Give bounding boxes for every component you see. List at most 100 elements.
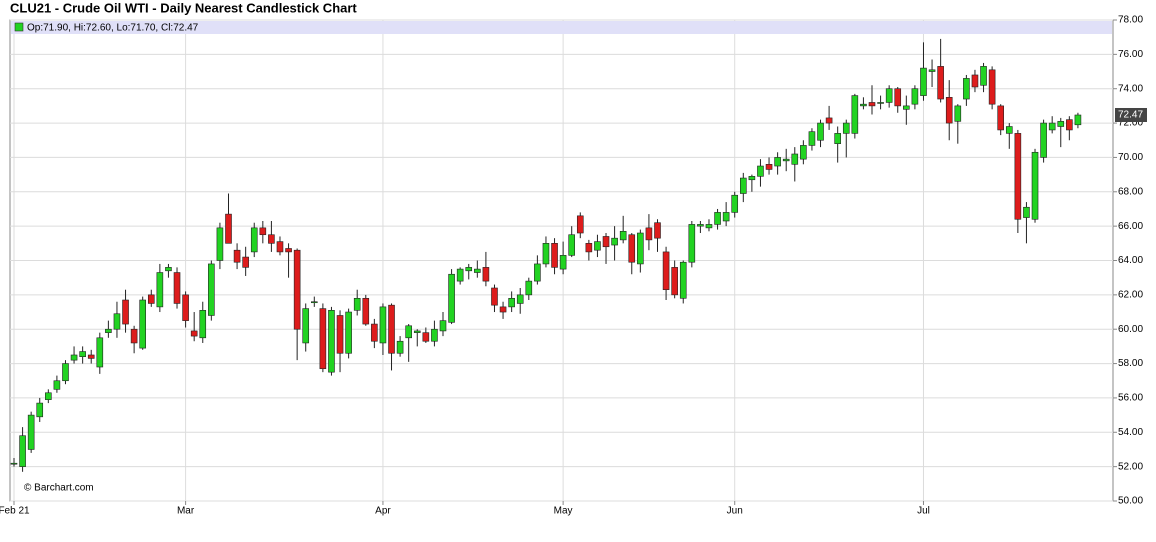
chart-title: CLU21 - Crude Oil WTI - Daily Nearest Ca…	[10, 0, 357, 15]
candle-body	[842, 122, 850, 134]
candle-body	[602, 236, 610, 248]
candle-body	[542, 243, 550, 265]
y-tick-label: 66.00	[1118, 221, 1143, 232]
y-tick-label: 68.00	[1118, 186, 1143, 197]
candle-body	[920, 67, 927, 96]
candle-body	[36, 402, 44, 418]
candle-body	[739, 177, 747, 194]
candle-body	[208, 263, 215, 316]
candle-body	[868, 102, 876, 107]
y-tick-label: 76.00	[1118, 49, 1143, 60]
legend-text: Op:71.90, Hi:72.60, Lo:71.70, Cl:72.47	[27, 23, 199, 34]
candle-body	[319, 308, 327, 370]
candle-body	[800, 145, 807, 160]
candle-body	[525, 280, 533, 296]
y-tick-label: 56.00	[1118, 393, 1143, 404]
y-tick-label: 62.00	[1118, 289, 1143, 300]
source: © Barchart.com	[24, 483, 94, 494]
x-tick-label: Feb 21	[0, 506, 30, 517]
candle-body	[576, 215, 584, 234]
y-tick-label: 72.00	[1118, 118, 1143, 129]
y-tick-label: 70.00	[1118, 152, 1143, 163]
candle-body	[328, 310, 335, 373]
candle-body	[748, 176, 756, 181]
candle-body	[988, 69, 996, 105]
candle-body	[782, 158, 790, 162]
candle-body	[474, 268, 481, 273]
x-tick-label: Apr	[375, 506, 391, 517]
x-tick-label: Mar	[177, 506, 195, 517]
candle-body	[1014, 133, 1022, 220]
y-tick-label: 74.00	[1118, 83, 1143, 94]
candle-body	[611, 237, 618, 246]
candle-body	[705, 224, 713, 229]
candle-body	[336, 315, 344, 354]
candle-body	[499, 306, 507, 313]
candle-body	[662, 251, 670, 291]
legend-swatch	[14, 22, 24, 32]
candle-body	[268, 234, 275, 244]
candle-body	[877, 102, 884, 104]
candle-body	[45, 392, 52, 400]
candle-body	[834, 133, 841, 144]
candle-body	[945, 97, 953, 124]
candle-body	[53, 380, 61, 390]
candle-body	[310, 301, 318, 304]
candle-body	[911, 88, 919, 105]
candle-body	[362, 297, 370, 325]
candle-body	[825, 117, 833, 124]
candle-body	[259, 227, 267, 236]
candle-body	[87, 354, 95, 359]
candle-body	[105, 328, 112, 333]
candle-body	[619, 230, 627, 241]
candle-body	[147, 294, 155, 304]
candle-body	[585, 243, 593, 253]
candle-body	[817, 122, 824, 141]
y-tick-label: 54.00	[1118, 427, 1143, 438]
candle-body	[302, 308, 310, 344]
candle-body	[1048, 122, 1056, 131]
candle-body	[225, 213, 232, 244]
candle-body	[371, 323, 378, 342]
candle-body	[396, 340, 404, 354]
candle-body	[963, 78, 970, 100]
candle-body	[122, 299, 129, 325]
candle-body	[714, 212, 721, 225]
candle-body	[774, 157, 781, 167]
candle-body	[1023, 206, 1030, 218]
candle-body	[285, 248, 292, 253]
candle-body	[645, 227, 653, 241]
candle-body	[27, 414, 35, 450]
candle-body	[954, 105, 962, 122]
candle-body	[937, 66, 944, 100]
candle-body	[182, 294, 189, 321]
candle-body	[997, 105, 1005, 131]
y-tick-label: 58.00	[1118, 358, 1143, 369]
candle-body	[276, 241, 284, 253]
candle-body	[731, 194, 739, 213]
candle-body	[860, 103, 867, 107]
y-tick-label: 50.00	[1118, 496, 1143, 507]
candle-body	[568, 234, 576, 256]
candle-body	[216, 227, 224, 261]
candle-body	[551, 243, 558, 268]
last-price-box	[1115, 107, 1147, 122]
candle-body	[654, 222, 661, 239]
candle-body	[928, 69, 936, 72]
candle-body	[250, 227, 258, 253]
candle-body	[851, 95, 859, 134]
candle-body	[885, 88, 893, 103]
legend-band	[11, 21, 1112, 34]
candle-body	[19, 435, 26, 467]
candle-body	[559, 255, 567, 270]
candle-body	[139, 299, 146, 349]
candle-body	[1031, 151, 1039, 220]
candle-body	[1066, 119, 1073, 131]
candle-body	[757, 165, 764, 177]
candle-body	[456, 268, 464, 282]
y-tick-label: 78.00	[1118, 15, 1143, 26]
candle-body	[697, 224, 704, 227]
candle-body	[594, 241, 601, 251]
candle-body	[903, 105, 910, 110]
candle-body	[894, 88, 902, 107]
